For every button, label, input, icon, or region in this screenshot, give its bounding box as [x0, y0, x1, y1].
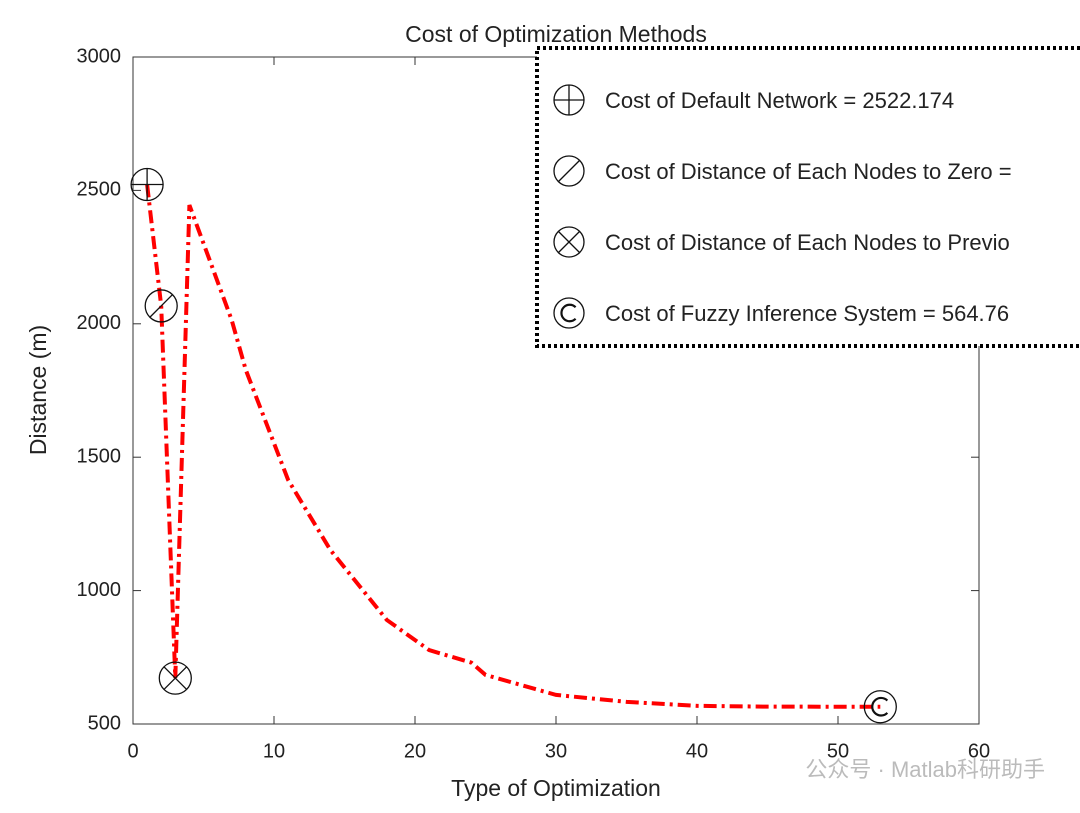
marker-circle [158, 661, 192, 695]
data-line [145, 184, 881, 709]
point-marker [863, 690, 897, 724]
marker-circle [863, 690, 897, 724]
legend-box [535, 46, 1080, 348]
y-tick-label: 2500 [77, 179, 122, 201]
x-axis-label: Type of Optimization [451, 775, 661, 801]
y-tick-label: 3000 [77, 45, 122, 67]
legend-symbol [553, 226, 585, 258]
y-tick-label: 2000 [77, 312, 122, 334]
marker-glyph [131, 168, 164, 201]
y-tick-label: 1500 [77, 445, 122, 467]
marker-glyph [560, 303, 577, 323]
x-tick-label: 0 [127, 740, 138, 762]
legend-label: Cost of Distance of Each Nodes to Zero = [605, 159, 1012, 184]
chart-title: Cost of Optimization Methods [405, 21, 707, 47]
marker-glyph [871, 696, 889, 717]
marker-circle [553, 155, 585, 187]
marker-glyph [558, 231, 580, 253]
y-axis-label: Distance (m) [25, 325, 51, 455]
marker-circle [553, 297, 585, 329]
marker-circle [144, 289, 178, 323]
y-tick-label: 1000 [77, 579, 122, 601]
marker-circle [553, 226, 585, 258]
marker-glyph [554, 85, 584, 115]
legend-symbol [553, 155, 585, 187]
legend-symbol [553, 84, 585, 116]
x-tick-label: 50 [827, 740, 849, 762]
legend-label: Cost of Fuzzy Inference System = 564.76 [605, 301, 1009, 326]
point-marker [158, 661, 192, 695]
x-tick-label: 60 [968, 740, 990, 762]
x-tick-label: 20 [404, 740, 426, 762]
point-marker [144, 289, 178, 323]
marker-glyph [163, 666, 187, 690]
x-tick-label: 10 [263, 740, 285, 762]
y-tick-label: 500 [88, 712, 121, 734]
x-tick-label: 40 [686, 740, 708, 762]
legend-label: Cost of Distance of Each Nodes to Previo [605, 230, 1010, 255]
point-marker [130, 167, 164, 202]
legend-symbol [553, 297, 585, 329]
x-tick-label: 30 [545, 740, 567, 762]
marker-glyph [558, 160, 580, 182]
marker-glyph [149, 294, 173, 318]
legend-label: Cost of Default Network = 2522.174 [605, 88, 954, 113]
watermark: 公众号 · Matlab科研助手 [805, 757, 1045, 782]
